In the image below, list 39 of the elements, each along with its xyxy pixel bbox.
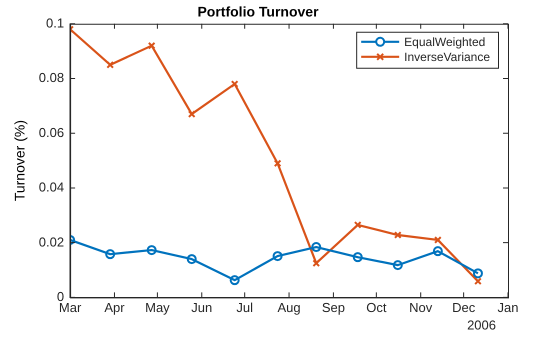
text: 2006 bbox=[467, 317, 496, 332]
point bbox=[352, 252, 363, 262]
y-tick-label: 0.04 bbox=[38, 180, 64, 195]
point bbox=[274, 160, 282, 168]
x-tick-label: May bbox=[145, 300, 170, 315]
point bbox=[105, 249, 116, 260]
point bbox=[394, 231, 402, 239]
x-tick-label: Apr bbox=[104, 300, 126, 315]
x-tick-label: Aug bbox=[277, 300, 301, 315]
y-tick-label: 0.1 bbox=[46, 15, 64, 30]
point bbox=[146, 245, 157, 256]
point bbox=[188, 110, 196, 118]
point bbox=[312, 259, 320, 268]
legend-label: InverseVariance bbox=[404, 50, 490, 64]
y-tick-label: 0.06 bbox=[38, 124, 64, 140]
point bbox=[230, 275, 240, 286]
y-tick-label: 0.02 bbox=[38, 234, 64, 250]
legend-label: EqualWeighted bbox=[404, 35, 486, 50]
x-tick-label: Jul bbox=[236, 300, 254, 315]
point bbox=[186, 254, 197, 264]
x-tick-label: Jan bbox=[498, 300, 518, 315]
y-tick-label: 0.08 bbox=[38, 70, 64, 86]
x-tick-label: Sep bbox=[322, 300, 345, 315]
point bbox=[432, 246, 443, 256]
x-tick-label: Jun bbox=[191, 300, 212, 315]
point bbox=[311, 242, 322, 252]
x-tick-label: Nov bbox=[409, 300, 433, 315]
point bbox=[354, 221, 362, 229]
x-tick-label: Oct bbox=[366, 300, 387, 315]
point bbox=[272, 251, 283, 262]
point bbox=[148, 42, 156, 50]
y-axis-title: Turnover (%) bbox=[11, 120, 28, 202]
x-tick-label: Dec bbox=[452, 300, 476, 315]
point bbox=[472, 268, 483, 278]
chart-title: Portfolio Turnover bbox=[197, 3, 320, 20]
point bbox=[434, 236, 442, 244]
point bbox=[106, 61, 114, 69]
point bbox=[392, 260, 403, 270]
point bbox=[230, 80, 238, 88]
